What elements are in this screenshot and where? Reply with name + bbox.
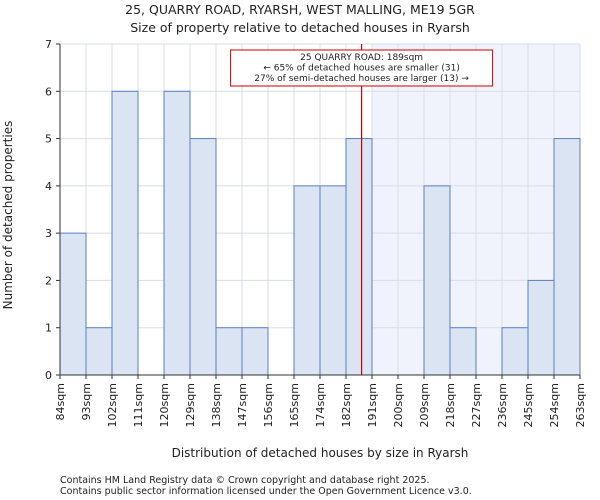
- y-axis-label: Number of detached properties: [1, 121, 15, 310]
- bar-93sqm: [85, 327, 113, 376]
- bar-84sqm: [59, 232, 87, 376]
- x-tick-label: 191sqm: [366, 383, 379, 427]
- y-tick-label: 7: [45, 38, 52, 51]
- bar-182sqm: [345, 138, 373, 376]
- x-tick-label: 129sqm: [184, 383, 197, 427]
- annotation-line: 27% of semi-detached houses are larger (…: [254, 74, 469, 84]
- chart-subtitle: Size of property relative to detached ho…: [130, 20, 470, 35]
- x-tick-label: 209sqm: [418, 383, 431, 427]
- x-tick-label: 165sqm: [288, 383, 301, 427]
- x-tick-label: 111sqm: [132, 383, 145, 427]
- marker-annotation: 25 QUARRY ROAD: 189sqm ← 65% of detached…: [230, 49, 494, 87]
- x-tick-label: 263sqm: [574, 383, 587, 427]
- x-tick-label: 254sqm: [548, 383, 561, 427]
- bar-236sqm: [501, 327, 529, 376]
- x-tick-label: 138sqm: [210, 383, 223, 427]
- chart-title: 25, QUARRY ROAD, RYARSH, WEST MALLING, M…: [125, 2, 475, 17]
- bar-245sqm: [527, 279, 555, 376]
- x-tick-label: 245sqm: [522, 383, 535, 427]
- y-tick-label: 6: [45, 85, 52, 98]
- x-tick-label: 174sqm: [314, 383, 327, 427]
- x-tick-label: 102sqm: [106, 383, 119, 427]
- bar-218sqm: [449, 327, 477, 376]
- annotation-box: [230, 49, 494, 87]
- x-tick-label: 182sqm: [340, 383, 353, 427]
- y-tick-label: 5: [45, 133, 52, 146]
- y-tick-label: 3: [45, 227, 52, 240]
- annotation-line: 25 QUARRY ROAD: 189sqm: [300, 53, 423, 63]
- bar-102sqm: [111, 90, 139, 376]
- bar-147sqm: [241, 327, 269, 376]
- bar-209sqm: [423, 185, 451, 376]
- x-tick-label: 200sqm: [392, 383, 405, 427]
- bar-254sqm: [553, 138, 581, 376]
- x-tick-label: 236sqm: [496, 383, 509, 427]
- x-tick-label: 93sqm: [80, 383, 93, 420]
- y-tick-label: 0: [45, 369, 52, 382]
- footer-line: Contains HM Land Registry data © Crown c…: [60, 475, 430, 486]
- y-tick-label: 2: [45, 274, 52, 287]
- x-tick-label: 147sqm: [236, 383, 249, 427]
- footer-line: Contains public sector information licen…: [60, 486, 472, 497]
- x-tick-label: 156sqm: [262, 383, 275, 427]
- x-tick-label: 227sqm: [470, 383, 483, 427]
- x-tick-label: 84sqm: [54, 383, 67, 420]
- x-axis-label: Distribution of detached houses by size …: [172, 446, 469, 460]
- bar-174sqm: [319, 185, 347, 376]
- annotation-line: ← 65% of detached houses are smaller (31…: [263, 64, 460, 74]
- bar-120sqm: [163, 90, 191, 376]
- x-tick-label: 120sqm: [158, 383, 171, 427]
- bar-129sqm: [189, 138, 217, 376]
- x-tick-label: 218sqm: [444, 383, 457, 427]
- bar-165sqm: [293, 185, 321, 376]
- bar-138sqm: [215, 327, 243, 376]
- y-tick-label: 1: [45, 322, 52, 335]
- y-tick-label: 4: [45, 180, 52, 193]
